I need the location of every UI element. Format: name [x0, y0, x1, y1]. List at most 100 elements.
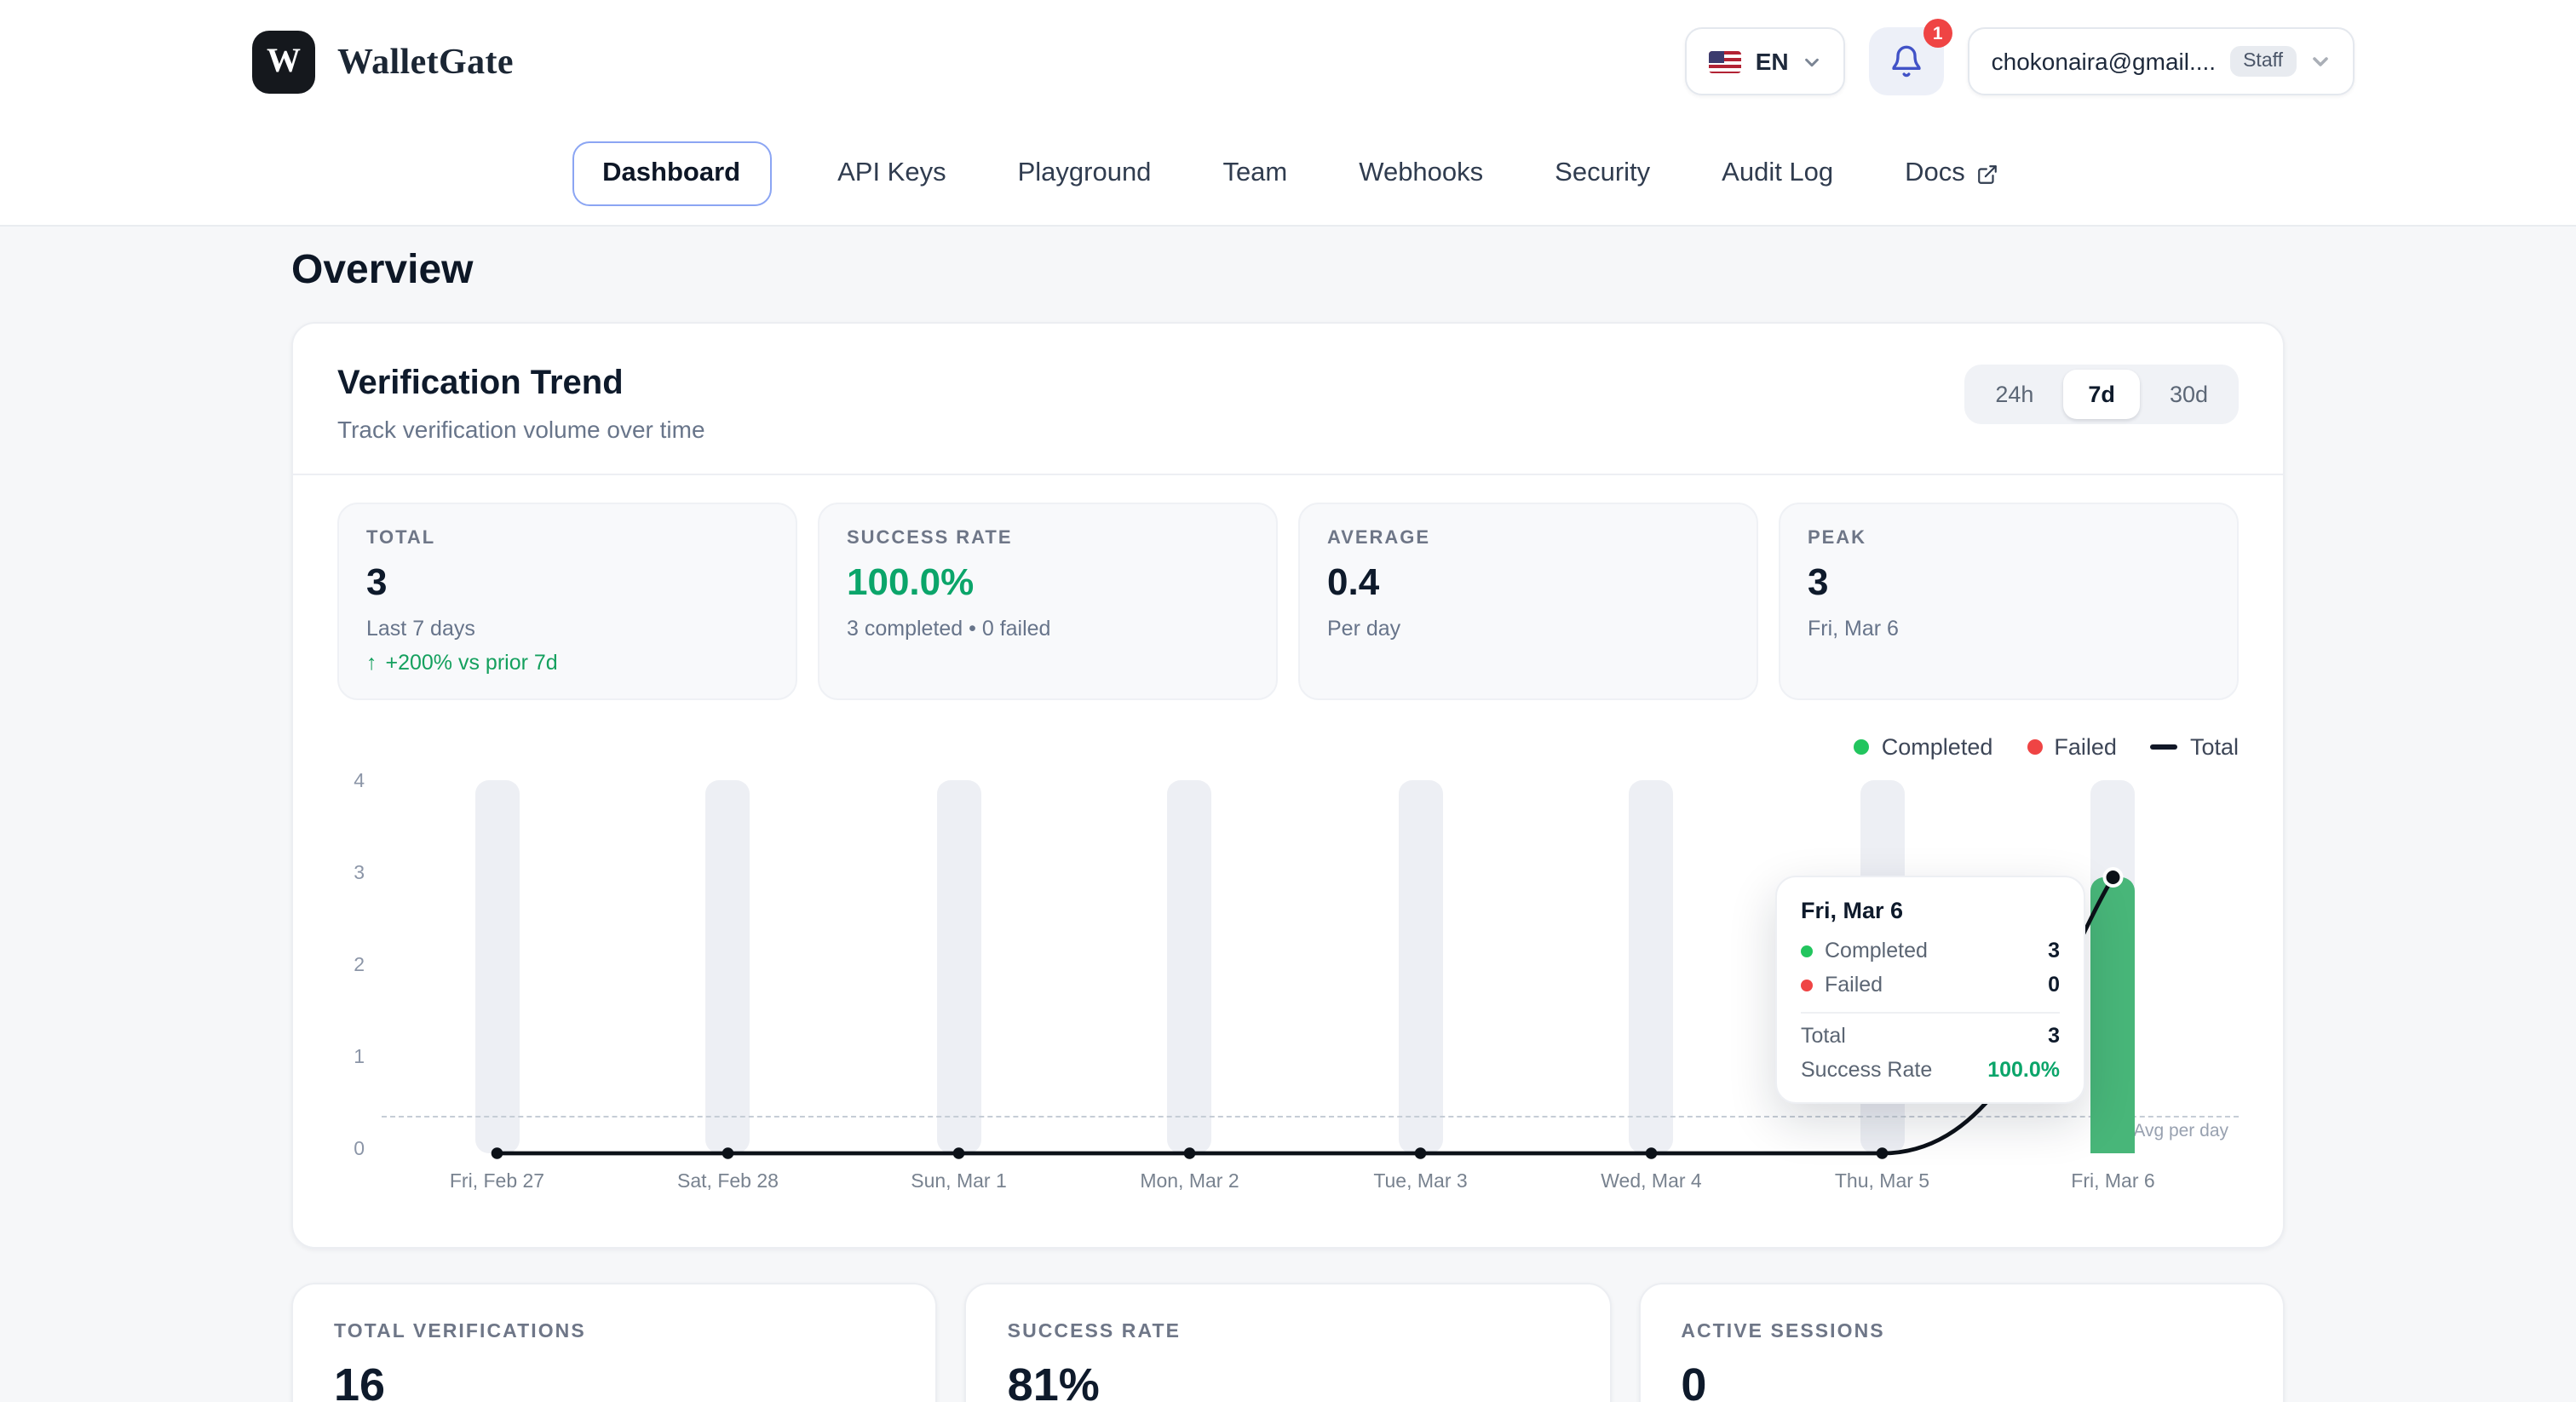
stat-peak: PEAK 3 Fri, Mar 6 [1779, 503, 2239, 700]
total-line-icon [2150, 744, 2178, 750]
legend-label: Failed [2054, 734, 2117, 760]
top-bar: W WalletGate EN 1 chokonaira@gmail.... S… [0, 0, 2576, 123]
trend-chart: Fri, Mar 6 Completed 3 Failed 0 [337, 767, 2239, 1216]
stat-sub: Fri, Mar 6 [1808, 617, 1899, 641]
tooltip-row-completed: Completed 3 [1801, 939, 2060, 962]
user-menu[interactable]: chokonaira@gmail.... Staff [1967, 27, 2355, 95]
logo-letter: W [267, 42, 301, 79]
x-axis-label: Thu, Mar 5 [1834, 1172, 1930, 1192]
tab-docs[interactable]: Docs [1900, 141, 2004, 206]
card-divider [293, 474, 2283, 475]
failed-dot-icon [2027, 739, 2043, 755]
tooltip-value: 3 [2048, 1024, 2060, 1048]
stat-total: TOTAL 3 Last 7 days ↑ +200% vs prior 7d [337, 503, 797, 700]
stat-sub: 3 completed • 0 failed [847, 617, 1051, 641]
external-link-icon [1977, 163, 1999, 185]
x-axis-label: Tue, Mar 3 [1373, 1172, 1468, 1192]
y-axis-tick: 0 [354, 1140, 365, 1160]
card-label: TOTAL VERIFICATIONS [334, 1322, 586, 1342]
legend-label: Completed [1881, 734, 1993, 760]
trend-card-title: Verification Trend [337, 365, 624, 402]
stat-value: 3 [1808, 560, 1829, 603]
summary-cards-row: TOTAL VERIFICATIONS 16 No prior data SUC… [291, 1283, 2285, 1402]
chevron-down-icon [1803, 52, 1821, 71]
page-title: Overview [291, 247, 474, 293]
x-axis-label: Fri, Mar 6 [2071, 1172, 2155, 1192]
x-axis-label: Fri, Feb 27 [449, 1172, 545, 1192]
tooltip-row-success-rate: Success Rate 100.0% [1801, 1058, 2060, 1082]
chart-day-column[interactable] [1167, 780, 1212, 1153]
chart-tooltip: Fri, Mar 6 Completed 3 Failed 0 [1775, 876, 2085, 1104]
tab-dashboard[interactable]: Dashboard [572, 141, 772, 206]
stat-value: 0.4 [1327, 560, 1380, 603]
tooltip-row-total: Total 3 [1801, 1024, 2060, 1048]
legend-failed[interactable]: Failed [2027, 734, 2117, 760]
stat-sub: Per day [1327, 617, 1401, 641]
range-segmented-control: 24h 7d 30d [1964, 365, 2239, 424]
main-content: Overview Verification Trend Track verifi… [291, 227, 2285, 1402]
chart-day-column[interactable] [474, 780, 520, 1153]
stat-value: 100.0% [847, 560, 975, 603]
tooltip-value: 3 [2048, 939, 2060, 962]
legend-completed[interactable]: Completed [1854, 734, 1993, 760]
tab-webhooks[interactable]: Webhooks [1354, 141, 1488, 206]
chart-day-column[interactable] [1398, 780, 1443, 1153]
trend-up-arrow-icon: ↑ [366, 651, 377, 675]
active-sessions-card: ACTIVE SESSIONS 0 Currently in progress [1638, 1283, 2285, 1402]
completed-bar[interactable] [2090, 877, 2136, 1153]
avg-per-day-line [382, 1116, 2239, 1118]
tab-audit-log[interactable]: Audit Log [1716, 141, 1838, 206]
tooltip-label: Failed [1825, 973, 1883, 997]
stat-label: SUCCESS RATE [847, 528, 1013, 549]
chart-legend: Completed Failed Total [337, 734, 2239, 760]
x-axis-label: Mon, Mar 2 [1140, 1172, 1239, 1192]
tooltip-label: Completed [1825, 939, 1928, 962]
chart-day-column[interactable] [1629, 780, 1674, 1153]
user-email: chokonaira@gmail.... [1991, 48, 2217, 75]
card-value: 16 [334, 1359, 386, 1402]
y-axis-tick: 3 [354, 864, 365, 884]
tab-playground[interactable]: Playground [1013, 141, 1157, 206]
range-30d-button[interactable]: 30d [2144, 370, 2234, 419]
tooltip-value: 0 [2048, 973, 2060, 997]
total-verifications-card: TOTAL VERIFICATIONS 16 No prior data [291, 1283, 938, 1402]
y-axis-tick: 1 [354, 1048, 365, 1068]
stat-label: AVERAGE [1327, 528, 1431, 549]
walletgate-logo: W [252, 30, 315, 93]
card-label: ACTIVE SESSIONS [1681, 1322, 1885, 1342]
notifications-button[interactable]: 1 [1868, 19, 1952, 95]
tooltip-title: Fri, Mar 6 [1801, 898, 1904, 923]
tooltip-divider [1801, 1012, 2060, 1014]
trend-card-header: Verification Trend Track verification vo… [337, 365, 2239, 443]
y-axis-tick: 4 [354, 772, 365, 792]
legend-label: Total [2189, 734, 2239, 760]
card-value: 81% [1007, 1359, 1100, 1402]
range-24h-button[interactable]: 24h [1969, 370, 2059, 419]
tab-team[interactable]: Team [1217, 141, 1292, 206]
brand-name: WalletGate [337, 40, 514, 81]
chart-day-column[interactable] [705, 780, 750, 1153]
language-selector[interactable]: EN [1685, 27, 1845, 95]
card-label: SUCCESS RATE [1007, 1322, 1181, 1342]
brand: W WalletGate [252, 30, 514, 93]
chevron-down-icon [2310, 51, 2331, 72]
tab-api-keys[interactable]: API Keys [832, 141, 952, 206]
tooltip-value: 100.0% [1987, 1058, 2060, 1082]
x-axis-label: Wed, Mar 4 [1601, 1172, 1702, 1192]
tab-docs-label: Docs [1905, 158, 1965, 187]
tab-security[interactable]: Security [1550, 141, 1655, 206]
x-axis-label: Sat, Feb 28 [677, 1172, 779, 1192]
chart-day-column[interactable] [936, 780, 981, 1153]
failed-dot-icon [1801, 979, 1813, 991]
stat-success-rate: SUCCESS RATE 100.0% 3 completed • 0 fail… [818, 503, 1278, 700]
avg-per-day-label: Avg per day [2133, 1121, 2228, 1142]
stat-delta: ↑ +200% vs prior 7d [366, 651, 768, 675]
verification-trend-card: Verification Trend Track verification vo… [291, 322, 2285, 1249]
trend-card-titles: Verification Trend Track verification vo… [337, 365, 705, 443]
main-nav: Dashboard API Keys Playground Team Webho… [0, 123, 2576, 227]
legend-total[interactable]: Total [2150, 734, 2239, 760]
range-7d-button[interactable]: 7d [2062, 370, 2141, 419]
success-rate-card: SUCCESS RATE 81% No prior data [964, 1283, 1612, 1402]
bell-icon [1889, 44, 1923, 78]
